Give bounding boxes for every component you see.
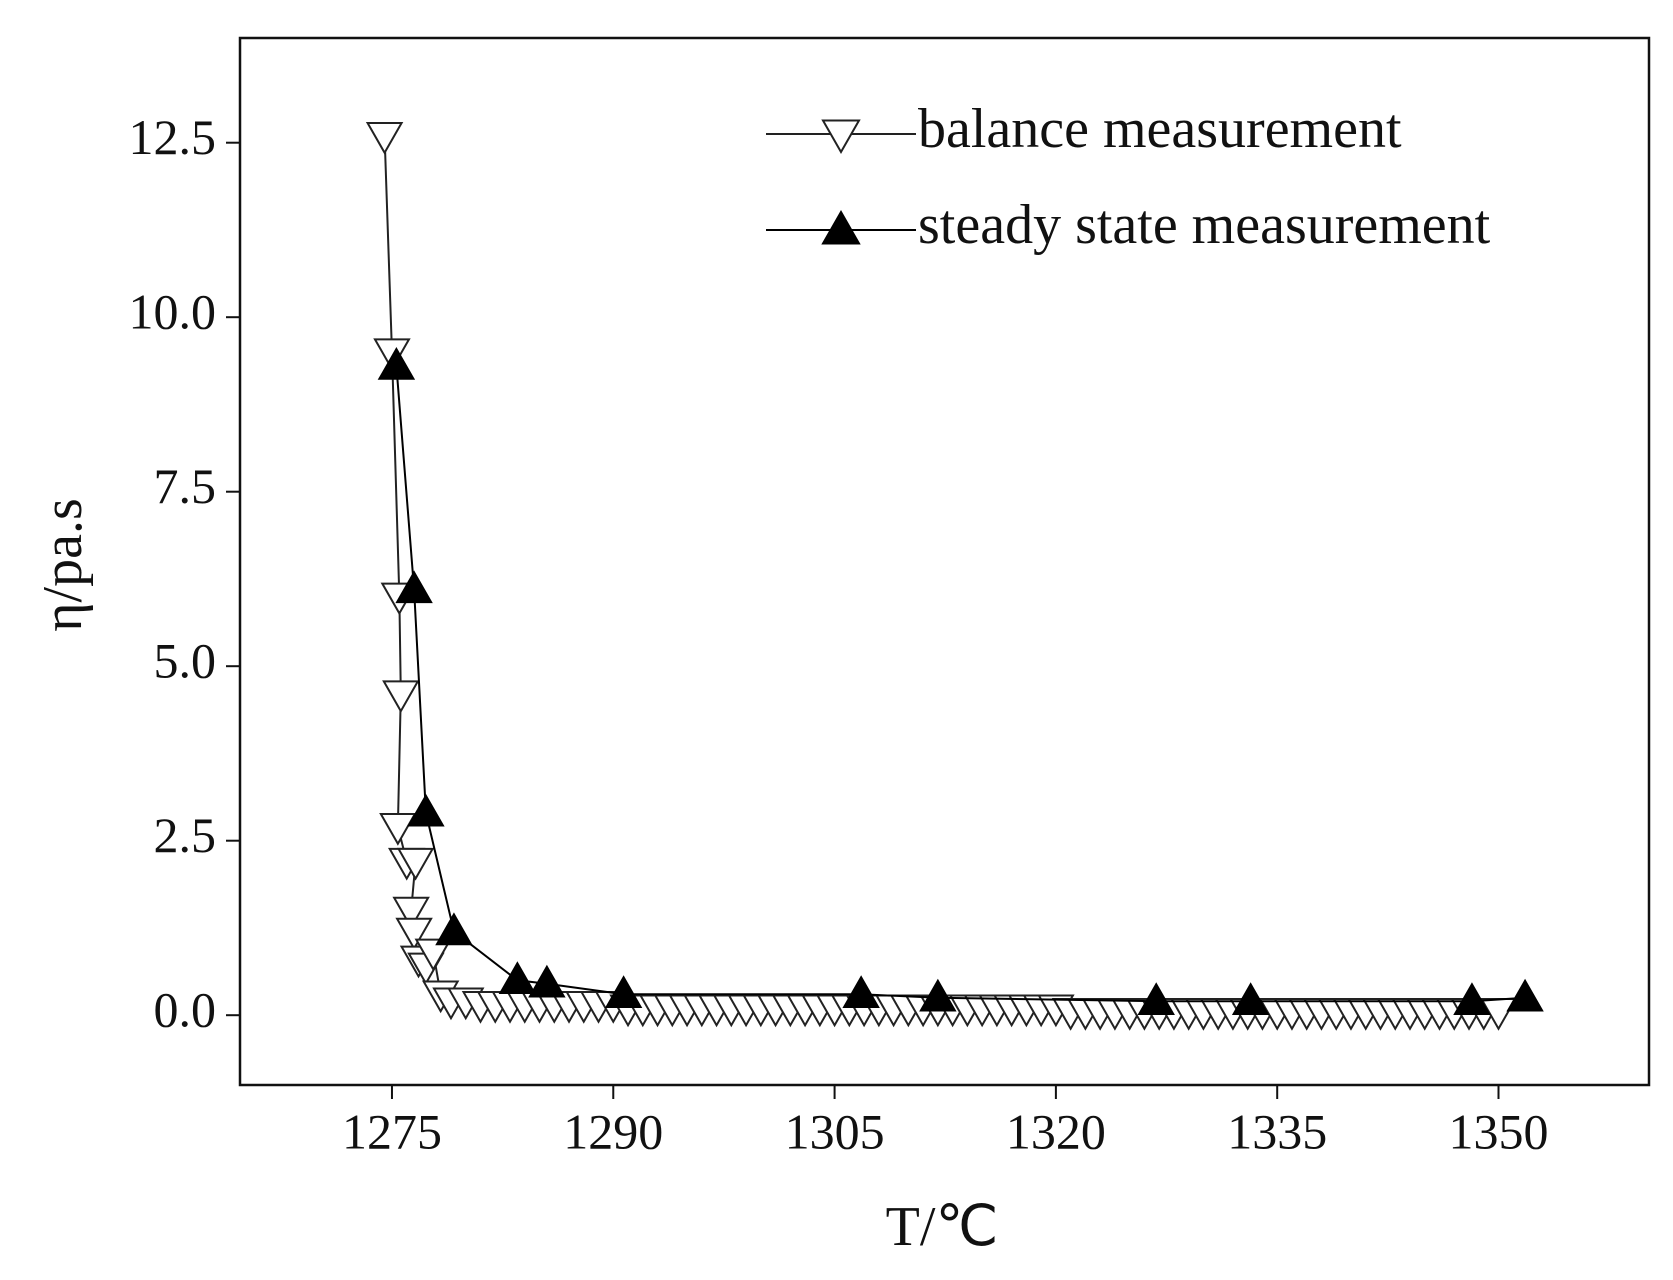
data-marker <box>382 680 420 714</box>
x-axis-label: T/℃ <box>886 1196 999 1258</box>
data-marker <box>498 961 537 995</box>
legend-marker <box>821 119 861 155</box>
x-tick-label: 1335 <box>1227 1103 1327 1159</box>
data-marker <box>842 975 880 1009</box>
series-line <box>383 135 1499 1013</box>
data-marker <box>396 847 435 881</box>
y-tick-label: 10.0 <box>129 284 217 340</box>
data-marker <box>407 793 445 827</box>
data-marker <box>392 896 430 930</box>
data-marker <box>528 964 566 998</box>
x-tick-label: 1290 <box>563 1103 663 1159</box>
data-marker <box>379 812 417 846</box>
y-tick-label: 5.0 <box>154 633 217 689</box>
data-marker <box>1506 978 1544 1012</box>
data-marker <box>1137 982 1175 1015</box>
x-tick-label: 1275 <box>342 1103 442 1159</box>
y-tick-label: 12.5 <box>129 109 217 165</box>
data-marker <box>1453 982 1491 1015</box>
data-marker <box>377 347 416 380</box>
legend-label: balance measurement <box>918 98 1402 160</box>
data-marker <box>435 912 473 946</box>
x-tick-label: 1350 <box>1449 1103 1549 1159</box>
x-tick-label: 1305 <box>785 1103 885 1159</box>
legend-label: steady state measurement <box>918 194 1491 256</box>
data-marker <box>395 917 433 951</box>
x-tick-label: 1320 <box>1006 1103 1106 1159</box>
data-marker <box>395 570 433 604</box>
data-marker <box>604 975 643 1009</box>
y-tick-label: 7.5 <box>154 458 217 514</box>
y-tick-label: 0.0 <box>154 982 217 1038</box>
legend-marker <box>821 209 861 245</box>
data-marker <box>365 121 404 155</box>
data-marker <box>1231 982 1270 1015</box>
data-marker <box>919 978 957 1012</box>
y-tick-label: 2.5 <box>154 807 217 863</box>
plot-frame <box>238 36 1651 1087</box>
series-line <box>395 365 1526 1003</box>
y-axis-label: η/pa.s <box>32 498 94 632</box>
data-marker <box>414 938 452 972</box>
